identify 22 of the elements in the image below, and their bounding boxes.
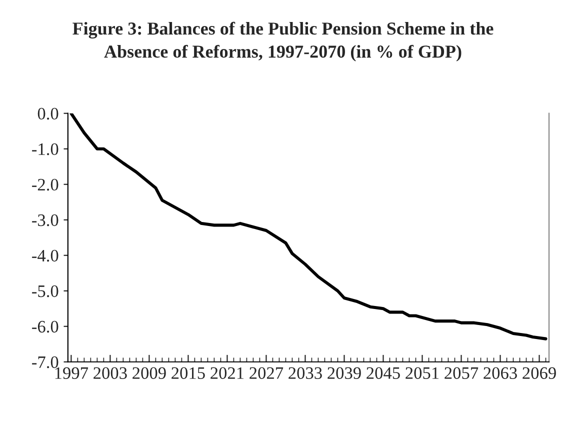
- y-tick-label: -4.0: [32, 250, 58, 262]
- x-tick-label: 2063: [484, 367, 517, 379]
- y-tick-label: -1.0: [32, 143, 58, 156]
- x-tick-label: 2015: [172, 367, 205, 379]
- y-tick-label: 0.0: [38, 108, 58, 120]
- x-tick-label: 2021: [210, 367, 244, 379]
- x-tick-label: 2009: [132, 367, 166, 379]
- x-tick-label: 2027: [250, 367, 284, 379]
- y-tick-label: -5.0: [32, 285, 58, 298]
- y-tick-label: -6.0: [32, 320, 58, 333]
- y-tick-label: -7.0: [32, 356, 58, 368]
- y-tick-label: -3.0: [32, 214, 58, 226]
- chart-title: Figure 3: Balances of the Public Pension Scheme in the Absence of Reforms, 1997-2070 (in % of GDP): [72, 22, 494, 62]
- x-tick-label: 2069: [522, 367, 556, 379]
- x-tick-label: 2051: [406, 367, 439, 379]
- x-tick-label: 2003: [94, 367, 127, 379]
- x-tick-label: 1997: [55, 367, 88, 379]
- x-tick-label: 2033: [288, 367, 322, 379]
- x-tick-label: 2057: [444, 367, 478, 379]
- y-tick-label: -2.0: [32, 178, 58, 191]
- x-tick-label: 2039: [328, 367, 361, 379]
- x-tick-label: 2045: [366, 367, 400, 379]
